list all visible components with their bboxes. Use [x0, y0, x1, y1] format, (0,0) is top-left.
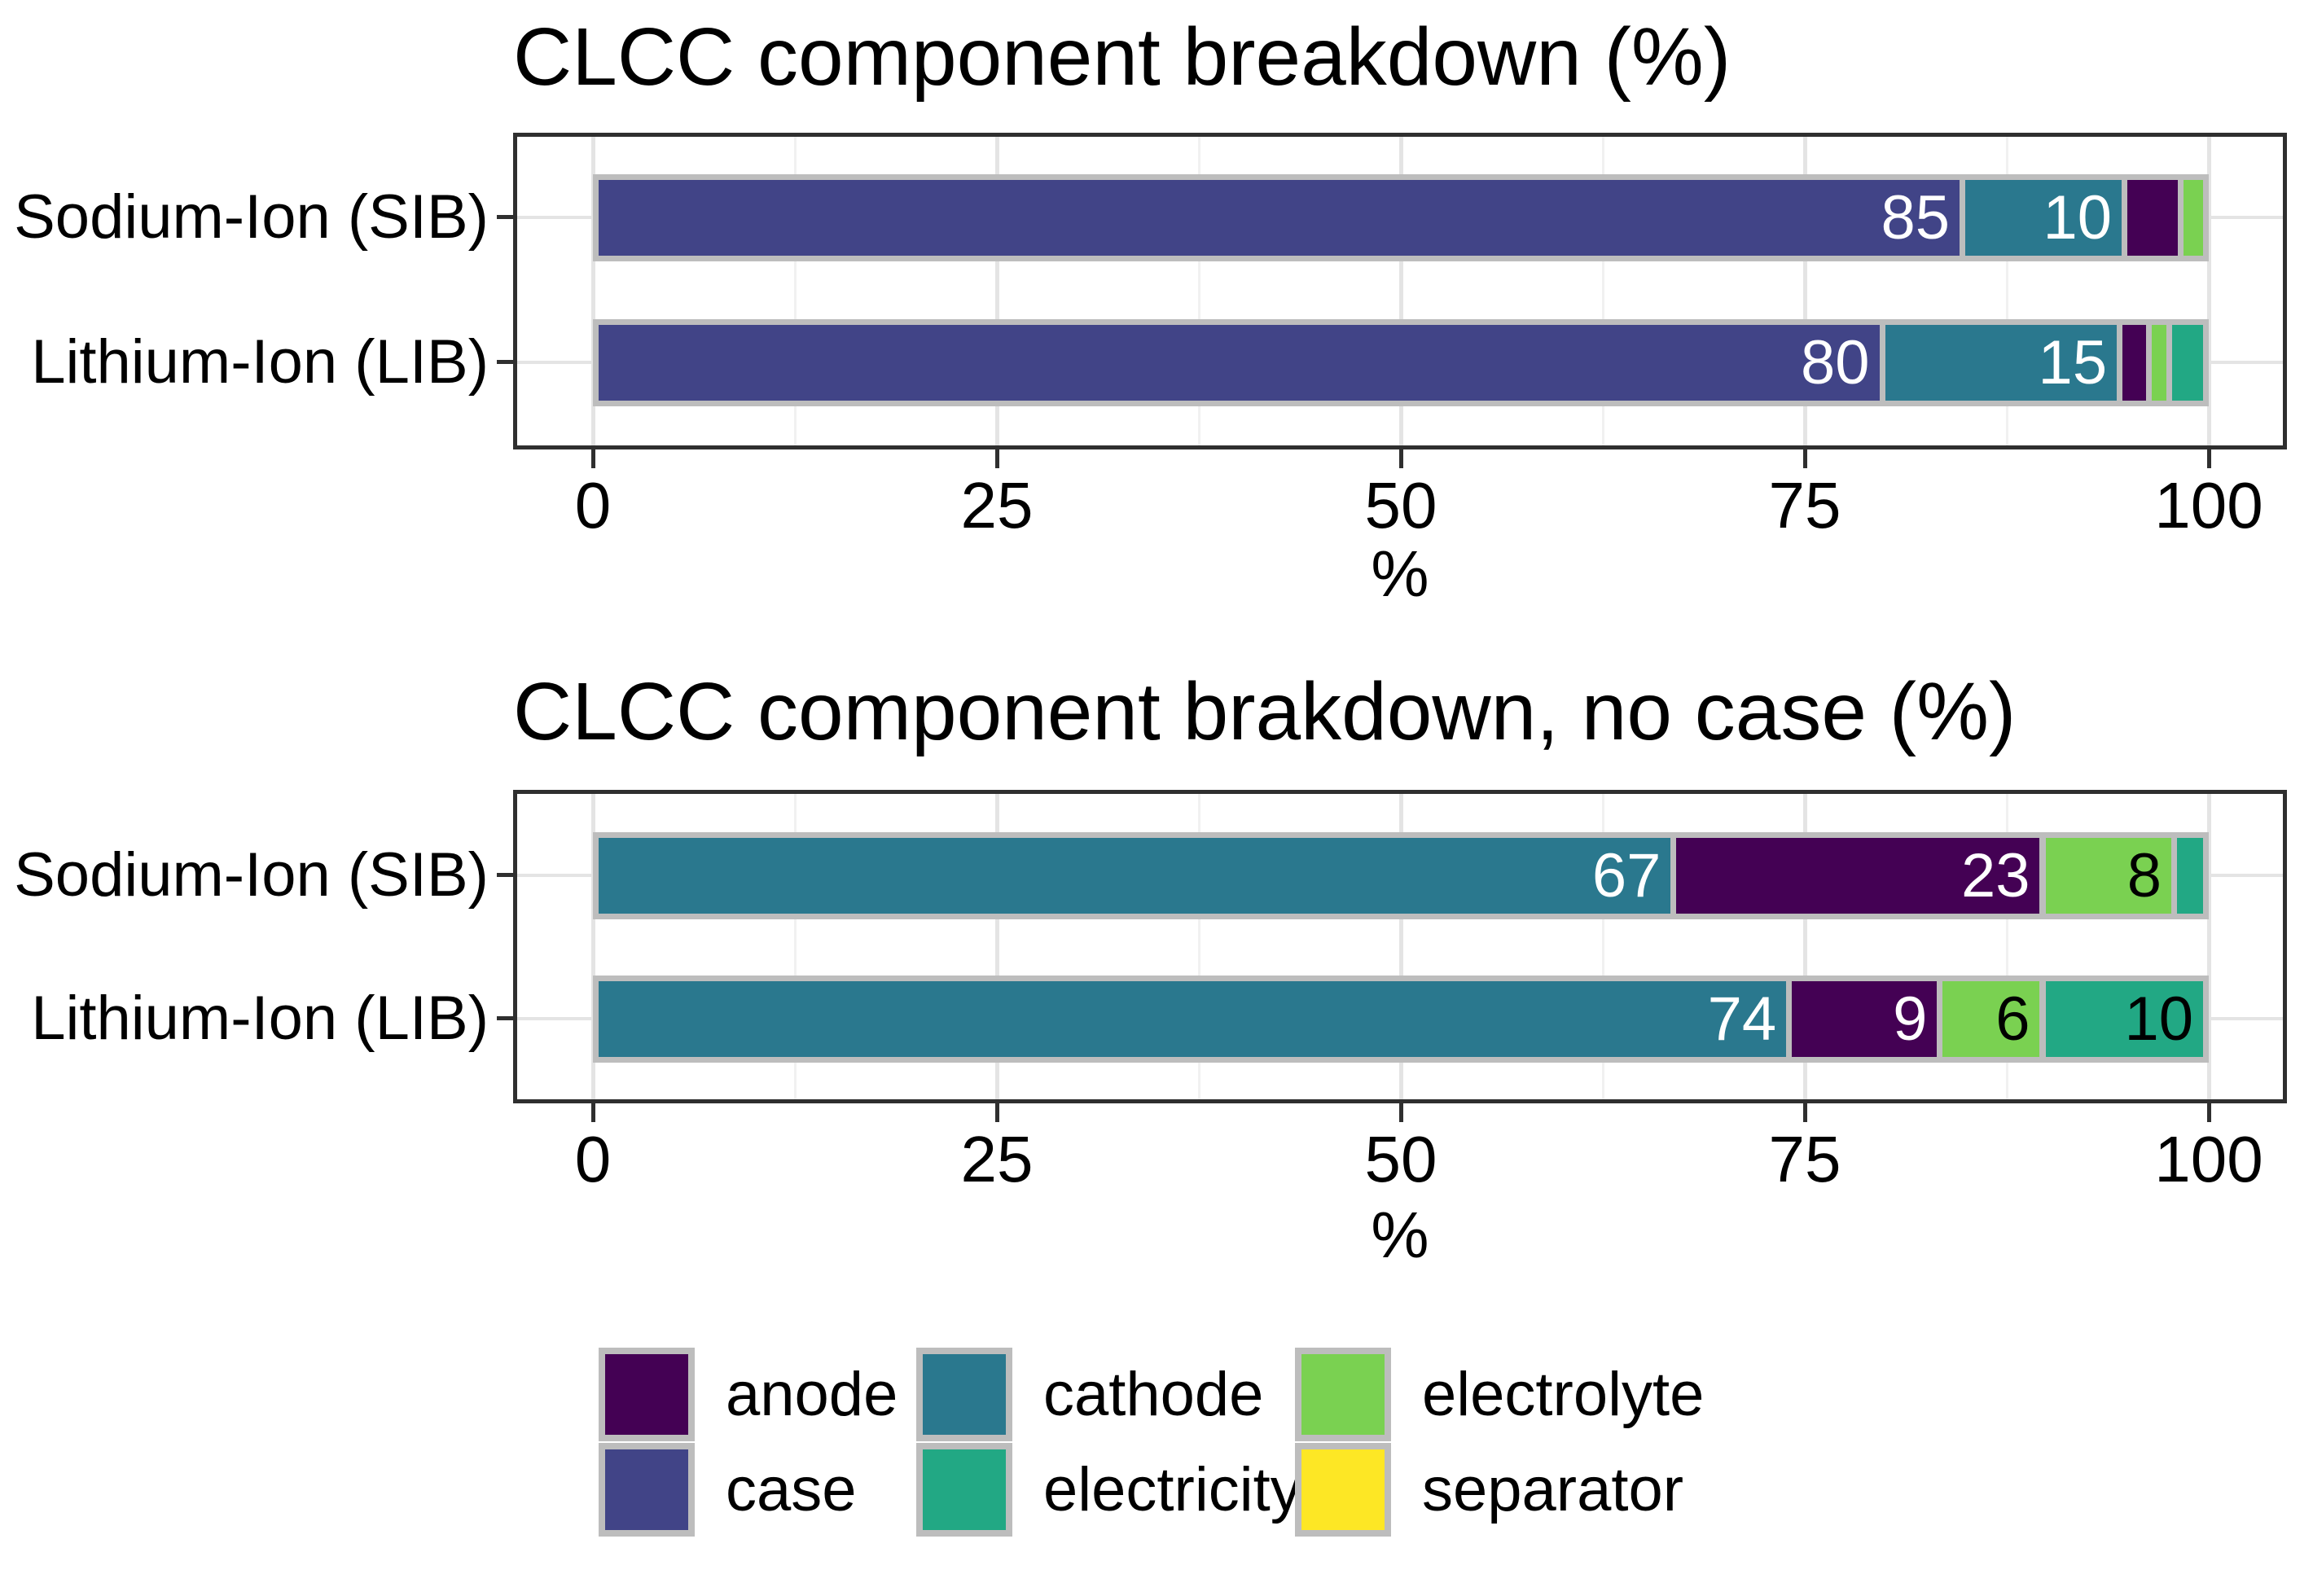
- bar-row: 85 10: [593, 174, 2209, 261]
- grid-minor-line: [1602, 137, 1604, 445]
- legend-key-anode: [599, 1348, 695, 1441]
- y-axis-label: Lithium-Ion (LIB): [31, 984, 489, 1053]
- bar-segment-electrolyte: [2151, 325, 2167, 401]
- x-axis-tick: [995, 1103, 999, 1122]
- bar-segment-electrolyte-labeled: 8: [2045, 838, 2171, 914]
- bar-segment-electrolyte-labeled: 6: [1942, 981, 2040, 1057]
- x-axis-tick: [2207, 449, 2211, 468]
- chart-title: CLCC component breakdown (%): [513, 11, 1731, 103]
- bar-row: 74 9 6 10: [593, 976, 2209, 1063]
- grid-minor-line: [794, 137, 797, 445]
- y-axis-tick: [497, 215, 513, 219]
- bar-segment-anode: [2122, 325, 2146, 401]
- x-axis-tick: [1399, 1103, 1403, 1122]
- grid-major-line: [995, 137, 999, 445]
- legend-key-cathode: [916, 1348, 1012, 1441]
- grid-minor-line: [1198, 794, 1200, 1099]
- grid-minor-line: [2006, 794, 2008, 1099]
- x-axis-tick: [2207, 1103, 2211, 1122]
- x-axis-tick: [1803, 1103, 1807, 1122]
- grid-major-line: [1399, 137, 1403, 445]
- y-axis-label: Sodium-Ion (SIB): [14, 840, 489, 910]
- x-tick-label: 50: [1364, 1123, 1437, 1195]
- x-tick-label: 100: [2154, 1123, 2263, 1195]
- legend-key-electricity: [916, 1443, 1012, 1537]
- plot-panel: 67 23 8 74 9 6 10: [513, 790, 2287, 1103]
- grid-minor-line: [794, 794, 797, 1099]
- bar-segment-case-labeled: 80: [599, 325, 1880, 401]
- legend-key-separator: [1295, 1443, 1391, 1537]
- x-axis-tick: [1399, 449, 1403, 468]
- plot-panel: 85 10 80 15: [513, 133, 2287, 449]
- x-axis-tick: [1803, 449, 1807, 468]
- grid-minor-line: [2006, 137, 2008, 445]
- legend-label-cathode: cathode: [1043, 1360, 1264, 1429]
- bar-segment-cathode-labeled: 15: [1885, 325, 2118, 401]
- y-axis-tick: [497, 360, 513, 364]
- legend-label-electricity: electricity: [1043, 1455, 1301, 1524]
- y-axis-label: Sodium-Ion (SIB): [14, 182, 489, 252]
- bar-segment-electrolyte: [2183, 180, 2203, 256]
- grid-major-line: [2207, 137, 2211, 445]
- y-axis-tick: [497, 873, 513, 877]
- x-axis-tick: [591, 1103, 595, 1122]
- grid-major-line: [995, 794, 999, 1099]
- bar-segment-electricity-labeled: 10: [2045, 981, 2203, 1057]
- grid-major-line: [591, 137, 595, 445]
- legend-label-separator: separator: [1422, 1455, 1684, 1524]
- x-tick-label: 0: [574, 1123, 612, 1195]
- x-tick-label: 75: [1768, 469, 1841, 542]
- bar-row: 80 15: [593, 319, 2209, 406]
- grid-minor-line: [1198, 137, 1200, 445]
- x-axis-title: %: [1371, 1199, 1429, 1271]
- grid-minor-line: [1602, 794, 1604, 1099]
- bar-segment-anode-labeled: 23: [1676, 838, 2040, 914]
- grid-major-line: [1399, 794, 1403, 1099]
- bar-segment-anode-labeled: 9: [1792, 981, 1938, 1057]
- chart-title: CLCC component brakdown, no case (%): [513, 666, 2017, 757]
- grid-major-line: [591, 794, 595, 1099]
- x-tick-label: 0: [574, 469, 612, 542]
- bar-segment-anode: [2127, 180, 2178, 256]
- y-axis-tick: [497, 1016, 513, 1020]
- bar-segment-electricity: [2177, 838, 2203, 914]
- bar-segment-electricity: [2172, 325, 2203, 401]
- bar-segment-case-labeled: 85: [599, 180, 1960, 256]
- x-tick-label: 75: [1768, 1123, 1841, 1195]
- grid-major-line: [2207, 794, 2211, 1099]
- legend-label-anode: anode: [726, 1360, 898, 1429]
- x-axis-title: %: [1371, 537, 1429, 610]
- legend-key-case: [599, 1443, 695, 1537]
- bar-row: 67 23 8: [593, 832, 2209, 919]
- grid-major-line: [1803, 137, 1807, 445]
- x-tick-label: 50: [1364, 469, 1437, 542]
- legend-key-electrolyte: [1295, 1348, 1391, 1441]
- x-tick-label: 25: [960, 469, 1034, 542]
- legend-label-case: case: [726, 1455, 857, 1524]
- grid-major-line: [1803, 794, 1807, 1099]
- bar-segment-cathode-labeled: 10: [1965, 180, 2122, 256]
- legend-label-electrolyte: electrolyte: [1422, 1360, 1705, 1429]
- bar-segment-cathode-labeled: 67: [599, 838, 1671, 914]
- x-axis-tick: [591, 449, 595, 468]
- x-tick-label: 25: [960, 1123, 1034, 1195]
- y-axis-label: Lithium-Ion (LIB): [31, 327, 489, 397]
- x-tick-label: 100: [2154, 469, 2263, 542]
- bar-segment-cathode-labeled: 74: [599, 981, 1787, 1057]
- x-axis-tick: [995, 449, 999, 468]
